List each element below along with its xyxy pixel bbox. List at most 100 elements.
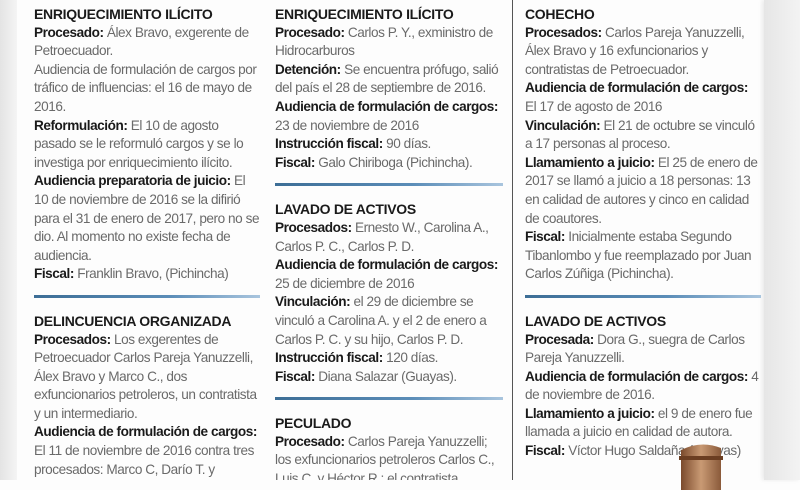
case-section: ENRIQUECIMIENTO ILÍCITO Procesado: Carlos… bbox=[275, 5, 503, 172]
entry-label: Llamamiento a juicio: bbox=[525, 154, 655, 170]
section-title: LAVADO DE ACTIVOS bbox=[525, 312, 666, 329]
entry-text: el 29 de diciembre se vinculó a Carolina… bbox=[275, 294, 487, 347]
case-entry: Procesados: Carlos Pareja Yanuzzelli, Ál… bbox=[525, 24, 761, 80]
entry-label: Audiencia preparatoria de juicio: bbox=[34, 173, 231, 189]
case-entry: Audiencia preparatoria de juicio: El 10 … bbox=[34, 172, 260, 265]
entry-label: Instrucción fiscal: bbox=[275, 350, 383, 366]
case-entry: Instrucción fiscal: 120 días. bbox=[275, 349, 503, 368]
entry-text: Ernesto W., Carolina A., Carlos P. C., C… bbox=[275, 219, 489, 254]
entry-label: Llamamiento a juicio: bbox=[525, 405, 655, 421]
entry-label: Fiscal: bbox=[525, 443, 565, 459]
case-entry: Fiscal: Diana Salazar (Guayas). bbox=[275, 368, 503, 387]
entry-text: Los exgerentes de Petroecuador Carlos Pa… bbox=[34, 331, 257, 421]
column-1: ENRIQUECIMIENTO ILÍCITO Procesado: Álex B… bbox=[34, 5, 260, 480]
case-entry: Audiencia de formulación de cargos: El 1… bbox=[525, 79, 761, 116]
page-edge-right bbox=[764, 0, 800, 480]
section-title: COHECHO bbox=[525, 6, 595, 22]
entry-text: Dora G., suegra de Carlos Pareja Yanuzze… bbox=[525, 331, 745, 366]
entry-label: Procesados: bbox=[34, 331, 111, 347]
column-3: COHECHO Procesados: Carlos Pareja Yanuzze… bbox=[525, 5, 761, 480]
case-entry: Audiencia de formulación de cargos: 4 de… bbox=[525, 368, 761, 405]
case-entry: Procesado: Carlos P. Y., exministro de H… bbox=[275, 24, 503, 61]
entry-label: Fiscal: bbox=[525, 229, 565, 245]
entry-label: Audiencia de formulación de cargos: bbox=[525, 368, 748, 384]
entry-label: Procesado: bbox=[275, 433, 345, 449]
case-section: PECULADO Procesado: Carlos Pareja Yanuzze… bbox=[275, 414, 503, 480]
entry-label: Vinculación: bbox=[275, 294, 351, 310]
entry-text: 4 de noviembre de 2016. bbox=[525, 368, 759, 403]
entry-text: Carlos P. Y., exministro de Hidrocarburo… bbox=[275, 24, 493, 59]
case-entry: Audiencia de formulación de cargos: 23 d… bbox=[275, 98, 503, 135]
entry-label: Procesados: bbox=[275, 219, 352, 235]
case-section: LAVADO DE ACTIVOS Procesada: Dora G., sue… bbox=[525, 312, 761, 461]
entry-text: Inicialmente estaba Segundo Tibanlombo y… bbox=[525, 229, 752, 282]
entry-text: 90 días. bbox=[382, 136, 431, 152]
case-section: LAVADO DE ACTIVOS Procesados: Ernesto W.,… bbox=[275, 200, 503, 386]
entry-text: 120 días. bbox=[382, 350, 438, 366]
entry-text: 23 de noviembre de 2016 bbox=[275, 117, 419, 133]
entry-label: Audiencia de formulación de cargos: bbox=[34, 424, 257, 440]
entry-text: el 9 de enero fue llamada a juicio en ca… bbox=[525, 405, 753, 440]
entry-text: Álex Bravo, exgerente de Petroecuador. bbox=[34, 24, 249, 59]
entry-label: Procesado: bbox=[34, 24, 104, 40]
entry-text: El 17 de agosto de 2016 bbox=[525, 98, 663, 114]
gavel-icon bbox=[679, 444, 723, 490]
section-title: ENRIQUECIMIENTO ILÍCITO bbox=[275, 6, 454, 22]
column-2: ENRIQUECIMIENTO ILÍCITO Procesado: Carlos… bbox=[275, 5, 503, 480]
entry-label: Fiscal: bbox=[275, 154, 315, 170]
case-entry: Vinculación: el 29 de diciembre se vincu… bbox=[275, 293, 503, 349]
entry-label: Fiscal: bbox=[34, 266, 74, 282]
case-entry: Reformulación: El 10 de agosto pasado se… bbox=[34, 117, 260, 173]
entry-text: El 11 de noviembre de 2016 contra tres p… bbox=[34, 443, 254, 477]
entry-text: 25 de diciembre de 2016 bbox=[275, 275, 415, 291]
entry-label: Vinculación: bbox=[525, 117, 601, 133]
case-entry: Procesado: Álex Bravo, exgerente de Petr… bbox=[34, 24, 260, 61]
page-edge-left bbox=[0, 0, 17, 480]
entry-text: El 25 de enero de 2017 se llamó a juicio… bbox=[525, 154, 758, 226]
case-entry: Audiencia de formulación de cargos: 25 d… bbox=[275, 256, 503, 293]
column-divider bbox=[512, 0, 513, 480]
entry-label: Instrucción fiscal: bbox=[275, 136, 383, 152]
case-entry: Vinculación: El 21 de octubre se vinculó… bbox=[525, 117, 761, 154]
entry-label: Procesada: bbox=[525, 331, 594, 347]
case-entry: Procesado: Carlos Pareja Yanuzzelli; los… bbox=[275, 433, 503, 480]
section-title: LAVADO DE ACTIVOS bbox=[275, 201, 416, 218]
case-entry: Instrucción fiscal: 90 días. bbox=[275, 135, 503, 154]
entry-text: Franklin Bravo, (Pichincha) bbox=[73, 266, 229, 282]
entry-text: Carlos Pareja Yanuzzelli, Álex Bravo y 1… bbox=[525, 24, 745, 77]
entry-text: El 10 de agosto pasado se le reformuló c… bbox=[34, 117, 244, 170]
section-title: DELINCUENCIA ORGANIZADA bbox=[34, 312, 232, 329]
entry-text: El 10 de noviembre de 2016 se la difirió… bbox=[34, 173, 260, 263]
section-title: PECULADO bbox=[275, 415, 352, 432]
section-separator bbox=[34, 294, 260, 298]
entry-label: Procesado: bbox=[275, 24, 345, 40]
case-entry: Fiscal: Galo Chiriboga (Pichincha). bbox=[275, 154, 503, 173]
section-title: ENRIQUECIMIENTO ILÍCITO bbox=[34, 6, 213, 22]
entry-text: Audiencia de formulación de cargos por t… bbox=[34, 61, 257, 114]
entry-label: Audiencia de formulación de cargos: bbox=[525, 80, 748, 96]
entry-text: Galo Chiriboga (Pichincha). bbox=[314, 154, 473, 170]
case-entry: Fiscal: Inicialmente estaba Segundo Tiba… bbox=[525, 228, 761, 284]
case-entry: Procesados: Ernesto W., Carolina A., Car… bbox=[275, 219, 503, 256]
section-separator bbox=[275, 397, 503, 401]
case-entry: Fiscal: Franklin Bravo, (Pichincha) bbox=[34, 265, 260, 284]
entry-text: Carlos Pareja Yanuzzelli; los exfunciona… bbox=[275, 433, 495, 480]
entry-text: Se encuentra prófugo, salió del país el … bbox=[275, 61, 499, 96]
case-entry: Llamamiento a juicio: El 25 de enero de … bbox=[525, 154, 761, 228]
case-section: COHECHO Procesados: Carlos Pareja Yanuzze… bbox=[525, 5, 761, 284]
section-separator bbox=[525, 294, 761, 298]
case-entry: Audiencia de formulación de cargos por t… bbox=[34, 61, 260, 117]
case-entry: Procesada: Dora G., suegra de Carlos Par… bbox=[525, 331, 761, 368]
case-entry: Detención: Se encuentra prófugo, salió d… bbox=[275, 61, 503, 98]
case-entry: Procesados: Los exgerentes de Petroecuad… bbox=[34, 331, 260, 424]
entry-label: Audiencia de formulación de cargos: bbox=[275, 257, 498, 273]
case-section: ENRIQUECIMIENTO ILÍCITO Procesado: Álex B… bbox=[34, 5, 260, 284]
entry-text: Diana Salazar (Guayas). bbox=[314, 368, 457, 384]
entry-label: Reformulación: bbox=[34, 117, 128, 133]
entry-label: Procesados: bbox=[525, 24, 602, 40]
entry-label: Audiencia de formulación de cargos: bbox=[275, 98, 498, 114]
section-separator bbox=[275, 183, 503, 187]
entry-label: Fiscal: bbox=[275, 368, 315, 384]
entry-label: Detención: bbox=[275, 61, 341, 77]
case-entry: Llamamiento a juicio: el 9 de enero fue … bbox=[525, 405, 761, 442]
